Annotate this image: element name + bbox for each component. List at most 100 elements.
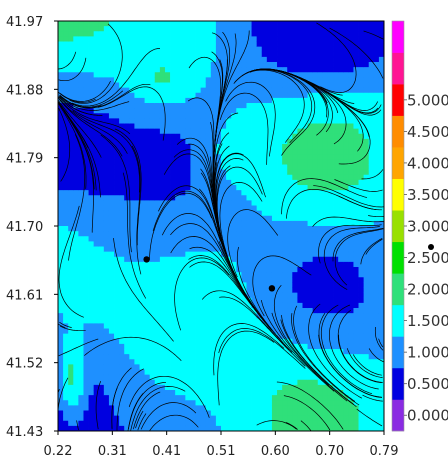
heatmap-cell (256, 159, 263, 165)
heatmap-cell (226, 241, 232, 247)
heatmap-cell (343, 400, 349, 406)
heatmap-cell (190, 390, 196, 396)
heatmap-cell (185, 231, 191, 237)
heatmap-cell (348, 205, 354, 212)
heatmap-cell (159, 195, 166, 201)
heatmap-cell (317, 410, 324, 417)
heatmap-cell (200, 313, 207, 319)
heatmap-cell (144, 36, 151, 42)
heatmap-cell (226, 328, 232, 335)
heatmap-cell (312, 287, 319, 294)
heatmap-cell (68, 21, 74, 27)
heatmap-cell (363, 308, 370, 314)
heatmap-cell (266, 241, 273, 247)
heatmap-cell (312, 231, 319, 237)
heatmap-cell (271, 144, 278, 150)
heatmap-cell (200, 410, 207, 417)
heatmap-cell (246, 379, 252, 386)
heatmap-cell (200, 318, 207, 324)
heatmap-cell (78, 349, 84, 355)
heatmap-cell (241, 138, 247, 145)
heatmap-cell (277, 210, 283, 217)
heatmap-cell (210, 302, 217, 309)
heatmap-cell (170, 185, 176, 191)
heatmap-cell (292, 236, 298, 242)
heatmap-cell (200, 26, 207, 32)
heatmap-cell (343, 144, 349, 150)
heatmap-cell (312, 56, 319, 63)
heatmap-cell (63, 343, 69, 350)
heatmap-cell (307, 77, 314, 83)
heatmap-cell (322, 302, 329, 309)
heatmap-cell (256, 231, 263, 237)
heatmap-cell (144, 21, 151, 27)
heatmap-cell (180, 343, 186, 350)
heatmap-cell (246, 62, 252, 68)
heatmap-cell (221, 349, 227, 355)
heatmap-cell (256, 103, 263, 109)
heatmap-cell (353, 190, 359, 196)
heatmap-cell (338, 323, 344, 329)
heatmap-cell (231, 123, 237, 130)
heatmap-cell (78, 154, 84, 160)
heatmap-cell (93, 21, 100, 27)
heatmap-cell (83, 123, 89, 130)
heatmap-cell (108, 359, 115, 365)
heatmap-cell (190, 215, 196, 222)
heatmap-cell (134, 169, 140, 176)
heatmap-cell (231, 323, 237, 329)
heatmap-cell (292, 26, 298, 32)
heatmap-cell (221, 215, 227, 222)
heatmap-cell (297, 384, 303, 391)
heatmap-cell (297, 231, 303, 237)
heatmap-cell (236, 31, 242, 37)
heatmap-cell (73, 313, 79, 319)
heatmap-cell (68, 415, 74, 422)
heatmap-cell (246, 82, 252, 89)
heatmap-cell (348, 21, 354, 27)
heatmap-cell (338, 256, 344, 263)
heatmap-cell (139, 297, 145, 304)
heatmap-cell (78, 195, 84, 201)
heatmap-cell (307, 425, 314, 431)
heatmap-cell (287, 21, 293, 27)
heatmap-cell (98, 46, 105, 53)
heatmap-cell (338, 328, 344, 335)
heatmap-cell (236, 159, 242, 165)
heatmap-cell (149, 287, 156, 294)
heatmap-cell (63, 410, 69, 417)
heatmap-cell (175, 246, 181, 253)
heatmap-cell (322, 246, 329, 253)
heatmap-cell (108, 113, 115, 119)
heatmap-cell (343, 374, 349, 381)
heatmap-cell (119, 190, 125, 196)
heatmap-cell (256, 241, 263, 247)
heatmap-cell (78, 410, 84, 417)
heatmap-cell (180, 36, 186, 42)
heatmap-cell (170, 241, 176, 247)
heatmap-cell (231, 425, 237, 431)
heatmap-cell (63, 272, 69, 278)
heatmap-cell (134, 374, 140, 381)
heatmap-cell (58, 113, 64, 119)
heatmap-cell (215, 21, 222, 27)
heatmap-cell (73, 72, 79, 78)
heatmap-cell (287, 251, 293, 258)
heatmap-cell (226, 108, 232, 114)
heatmap-cell (215, 51, 222, 58)
heatmap-cell (103, 333, 110, 340)
heatmap-cell (190, 169, 196, 176)
heatmap-cell (241, 82, 247, 89)
heatmap-cell (129, 200, 135, 206)
heatmap-cell (159, 359, 166, 365)
heatmap-cell (78, 138, 84, 145)
heatmap-cell (348, 231, 354, 237)
heatmap-cell (73, 425, 79, 431)
heatmap-cell (251, 261, 258, 268)
heatmap-cell (302, 231, 308, 237)
heatmap-cell (159, 185, 166, 191)
heatmap-cell (78, 251, 84, 258)
heatmap-cell (124, 236, 130, 242)
heatmap-cell (333, 118, 339, 124)
heatmap-cell (205, 297, 212, 304)
